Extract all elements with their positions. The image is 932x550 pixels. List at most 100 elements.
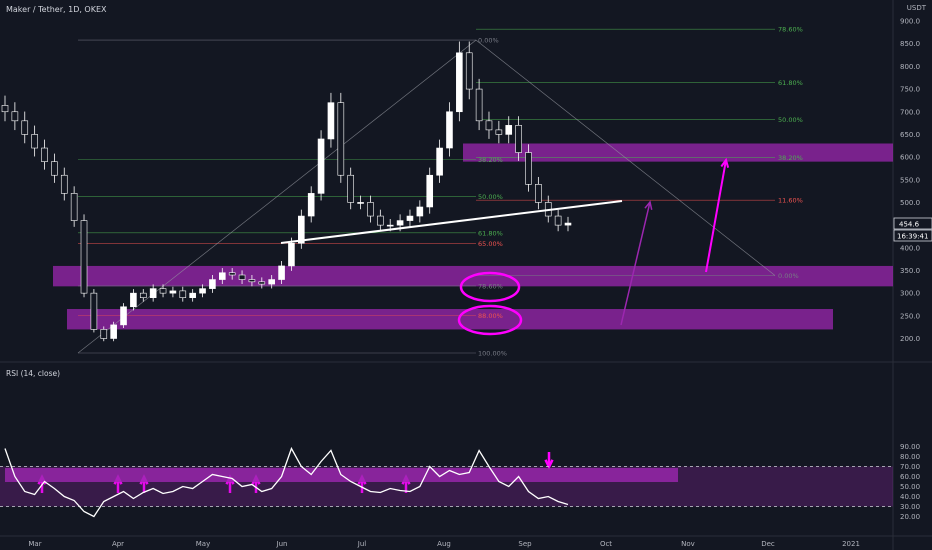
price-tick-label: 800.0 xyxy=(900,63,920,71)
candle xyxy=(228,268,236,280)
candle xyxy=(495,120,503,144)
candle-body xyxy=(535,184,542,203)
candle-body xyxy=(357,202,364,204)
rsi-tick-label: 40.00 xyxy=(900,493,920,501)
candle-body xyxy=(149,288,157,298)
candle-body xyxy=(288,242,295,267)
candle xyxy=(436,139,443,183)
time-tick-label: Jul xyxy=(357,540,367,548)
candle-body xyxy=(209,279,216,289)
candle-body xyxy=(317,138,325,194)
candle xyxy=(31,125,38,157)
candle-body xyxy=(159,288,167,294)
fib-top-label: 78.60% xyxy=(478,282,503,290)
candle xyxy=(169,286,177,298)
candle xyxy=(515,116,522,161)
time-tick-label: Aug xyxy=(437,540,451,548)
fib-top-label: 0.00% xyxy=(478,37,499,45)
candle-body xyxy=(307,193,315,217)
candle-body xyxy=(456,52,463,113)
candle xyxy=(307,186,315,223)
candle xyxy=(238,270,246,285)
candle xyxy=(268,275,275,289)
candle-body xyxy=(80,220,88,294)
candle-body xyxy=(554,215,562,226)
candle xyxy=(258,277,266,289)
candle-body xyxy=(179,290,187,298)
fib-right-label: 0.00% xyxy=(778,272,799,280)
rsi-tick-label: 20.00 xyxy=(900,513,920,521)
candle xyxy=(60,167,68,201)
candle-body xyxy=(228,272,236,276)
candle xyxy=(70,186,78,227)
candle xyxy=(11,102,19,131)
candle-body xyxy=(51,161,58,176)
candle-body xyxy=(41,147,48,162)
fib-right-label: 11.60% xyxy=(778,197,803,205)
time-tick-label: Oct xyxy=(600,540,612,548)
candle-body xyxy=(396,220,404,226)
price-tick-label: 850.0 xyxy=(900,40,920,48)
candle xyxy=(357,195,364,210)
candle xyxy=(149,284,157,302)
candle xyxy=(159,284,167,298)
candle-body xyxy=(218,272,226,280)
candle-body xyxy=(406,215,414,221)
candle xyxy=(426,167,434,214)
price-tick-label: 200.0 xyxy=(900,335,920,343)
price-tick-label: 500.0 xyxy=(900,199,920,207)
candle xyxy=(485,111,493,139)
rsi-tick-label: 60.00 xyxy=(900,473,920,481)
candle-body xyxy=(60,174,68,194)
candle xyxy=(218,268,226,285)
candle-body xyxy=(100,329,108,339)
candle-body xyxy=(515,125,522,153)
candle-body xyxy=(337,102,345,176)
candle-body xyxy=(189,292,196,298)
candle xyxy=(298,209,305,249)
candle xyxy=(505,116,513,144)
candle xyxy=(209,275,216,293)
fib-base-lines xyxy=(77,39,776,354)
price-tick-label: 250.0 xyxy=(900,312,920,320)
candle-body xyxy=(199,288,206,294)
candle-body xyxy=(446,111,453,149)
price-tick-label: 350.0 xyxy=(900,267,920,275)
time-tick-label: Sep xyxy=(518,540,532,548)
candle-body xyxy=(90,292,98,330)
candle xyxy=(367,195,374,223)
price-tick-label: 600.0 xyxy=(900,154,920,162)
candle xyxy=(406,209,414,227)
countdown-badge: 16:39:41 xyxy=(897,233,928,241)
candle xyxy=(564,216,572,232)
candle-body xyxy=(238,274,246,280)
candle xyxy=(130,289,137,311)
time-tick-label: Dec xyxy=(761,540,775,548)
candle-body xyxy=(327,102,335,140)
price-tick-label: 400.0 xyxy=(900,244,920,252)
time-tick-label: Mar xyxy=(28,540,41,548)
candle xyxy=(465,41,473,100)
price-tick-label: 700.0 xyxy=(900,108,920,116)
candle-body xyxy=(21,120,29,135)
candle-body xyxy=(436,147,443,176)
candle-body xyxy=(416,206,424,217)
candle xyxy=(416,200,424,223)
candle xyxy=(248,275,256,287)
price-tick-label: 550.0 xyxy=(900,176,920,184)
candle-body xyxy=(367,202,374,217)
projection-arrow-head xyxy=(644,200,653,210)
fib-right-label: 78.60% xyxy=(778,26,803,34)
projection-arrow xyxy=(620,201,651,326)
rsi-line xyxy=(4,446,569,518)
candle-body xyxy=(465,52,473,90)
candle xyxy=(100,326,108,342)
candle xyxy=(1,95,9,122)
candle xyxy=(377,209,384,232)
candle-body xyxy=(1,105,9,113)
rsi-tick-label: 30.00 xyxy=(900,503,920,511)
price-tick-label: 900.0 xyxy=(900,18,920,26)
chart-title: Maker / Tether, 1D, OKEX xyxy=(6,5,107,14)
candle-body xyxy=(278,265,285,280)
